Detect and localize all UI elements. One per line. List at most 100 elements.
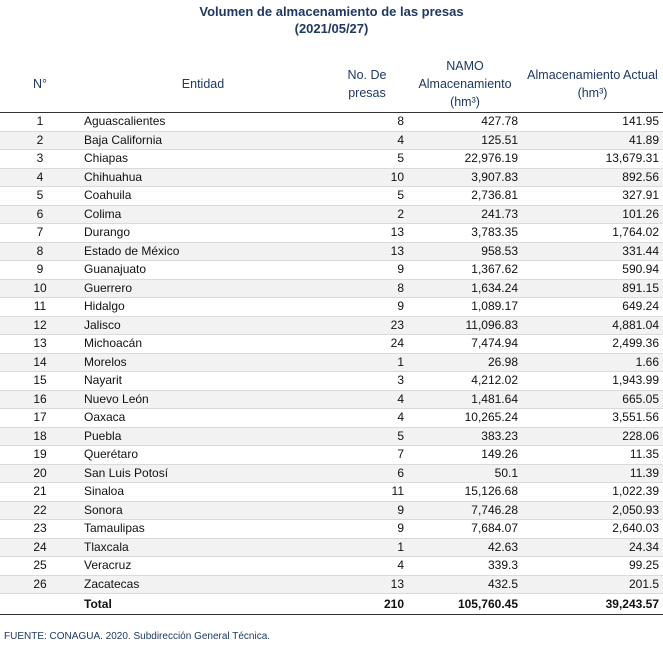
cell-presas: 5: [326, 427, 408, 446]
cell-namo: 339.3: [408, 556, 522, 576]
cell-presas: 8: [326, 112, 408, 132]
cell-entidad: Aguascalientes: [80, 112, 326, 132]
cell-actual: 331.44: [522, 242, 663, 261]
cell-namo: 7,474.94: [408, 334, 522, 354]
cell-actual: 11.39: [522, 464, 663, 483]
cell-actual: 24.34: [522, 538, 663, 557]
table-title: Volumen de almacenamiento de las presas: [199, 4, 464, 19]
cell-presas: 5: [326, 186, 408, 206]
cell-no: 1: [0, 112, 80, 132]
cell-namo: 26.98: [408, 353, 522, 372]
cell-actual: 4,881.04: [522, 316, 663, 335]
header-presas-line1: No. De: [347, 68, 387, 82]
cell-namo: 3,907.83: [408, 168, 522, 187]
cell-actual: 590.94: [522, 260, 663, 280]
cell-namo: 4,212.02: [408, 371, 522, 391]
cell-actual: 141.95: [522, 112, 663, 132]
cell-presas: 5: [326, 149, 408, 169]
cell-no: 25: [0, 556, 80, 576]
cell-namo: 149.26: [408, 445, 522, 465]
table-row: 18 Puebla 5 383.23 228.06: [0, 427, 663, 446]
cell-presas: 6: [326, 464, 408, 483]
cell-no: 14: [0, 353, 80, 372]
cell-no: 5: [0, 186, 80, 206]
cell-actual: 1,943.99: [522, 371, 663, 391]
cell-actual: 1.66: [522, 353, 663, 372]
cell-entidad: Veracruz: [80, 556, 326, 576]
cell-no: 6: [0, 205, 80, 224]
cell-no: 7: [0, 223, 80, 243]
cell-actual: 891.15: [522, 279, 663, 298]
cell-actual: 892.56: [522, 168, 663, 187]
total-namo: 105,760.45: [408, 593, 522, 615]
total-row: Total 210 105,760.45 39,243.57: [0, 593, 663, 615]
cell-namo: 958.53: [408, 242, 522, 261]
table-row: 7 Durango 13 3,783.35 1,764.02: [0, 223, 663, 243]
cell-entidad: Durango: [80, 223, 326, 243]
header-actual-line1: Almacenamiento Actual: [527, 68, 658, 82]
cell-presas: 1: [326, 353, 408, 372]
cell-namo: 1,634.24: [408, 279, 522, 298]
cell-actual: 2,640.03: [522, 519, 663, 539]
table-row: 22 Sonora 9 7,746.28 2,050.93: [0, 501, 663, 520]
header-actual: Almacenamiento Actual (hm³): [522, 66, 663, 102]
cell-actual: 11.35: [522, 445, 663, 465]
cell-entidad: Jalisco: [80, 316, 326, 335]
cell-no: 11: [0, 297, 80, 317]
cell-actual: 1,764.02: [522, 223, 663, 243]
cell-actual: 201.5: [522, 575, 663, 594]
cell-presas: 9: [326, 519, 408, 539]
cell-no: 3: [0, 149, 80, 169]
cell-entidad: Sinaloa: [80, 482, 326, 502]
header-presas: No. De presas: [326, 66, 408, 102]
cell-actual: 13,679.31: [522, 149, 663, 169]
header-namo-line3: (hm³): [450, 95, 480, 109]
table-row: 21 Sinaloa 11 15,126.68 1,022.39: [0, 482, 663, 502]
table-row: 11 Hidalgo 9 1,089.17 649.24: [0, 297, 663, 317]
cell-presas: 7: [326, 445, 408, 465]
cell-presas: 1: [326, 538, 408, 557]
table-row: 2 Baja California 4 125.51 41.89: [0, 131, 663, 150]
cell-entidad: Baja California: [80, 131, 326, 150]
cell-no: 4: [0, 168, 80, 187]
cell-namo: 10,265.24: [408, 408, 522, 428]
cell-no: 18: [0, 427, 80, 446]
cell-actual: 101.26: [522, 205, 663, 224]
cell-actual: 228.06: [522, 427, 663, 446]
storage-table: 1 Aguascalientes 8 427.78 141.95 2 Baja Califo…: [0, 112, 663, 615]
cell-namo: 7,684.07: [408, 519, 522, 539]
table-row: 19 Querétaro 7 149.26 11.35: [0, 445, 663, 465]
cell-entidad: Chiapas: [80, 149, 326, 169]
cell-namo: 125.51: [408, 131, 522, 150]
table-row: 10 Guerrero 8 1,634.24 891.15: [0, 279, 663, 298]
cell-presas: 13: [326, 575, 408, 594]
cell-namo: 50.1: [408, 464, 522, 483]
cell-entidad: Tlaxcala: [80, 538, 326, 557]
cell-namo: 241.73: [408, 205, 522, 224]
table-row: 23 Tamaulipas 9 7,684.07 2,640.03: [0, 519, 663, 539]
cell-presas: 4: [326, 390, 408, 409]
cell-namo: 7,746.28: [408, 501, 522, 520]
cell-presas: 8: [326, 279, 408, 298]
table-row: 3 Chiapas 5 22,976.19 13,679.31: [0, 149, 663, 169]
cell-entidad: Guanajuato: [80, 260, 326, 280]
table-row: 15 Nayarit 3 4,212.02 1,943.99: [0, 371, 663, 391]
cell-presas: 24: [326, 334, 408, 354]
cell-no: 13: [0, 334, 80, 354]
table-row: 6 Colima 2 241.73 101.26: [0, 205, 663, 224]
cell-actual: 41.89: [522, 131, 663, 150]
table-row: 12 Jalisco 23 11,096.83 4,881.04: [0, 316, 663, 335]
cell-entidad: Zacatecas: [80, 575, 326, 594]
table-body: 1 Aguascalientes 8 427.78 141.95 2 Baja Califo…: [0, 112, 663, 594]
cell-entidad: Oaxaca: [80, 408, 326, 428]
cell-namo: 42.63: [408, 538, 522, 557]
table-row: 16 Nuevo León 4 1,481.64 665.05: [0, 390, 663, 409]
header-entidad: Entidad: [181, 77, 225, 91]
cell-entidad: Querétaro: [80, 445, 326, 465]
cell-presas: 9: [326, 501, 408, 520]
cell-actual: 665.05: [522, 390, 663, 409]
cell-actual: 1,022.39: [522, 482, 663, 502]
header-presas-line2: presas: [348, 86, 386, 100]
table-row: 1 Aguascalientes 8 427.78 141.95: [0, 112, 663, 132]
cell-no: 10: [0, 279, 80, 298]
